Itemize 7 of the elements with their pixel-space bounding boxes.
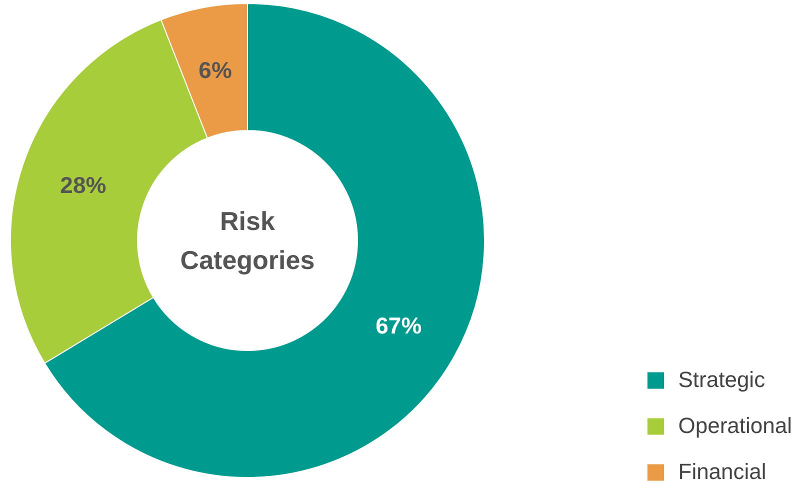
legend-label: Operational [678, 413, 792, 439]
data-label: 28% [60, 172, 106, 198]
legend-label: Financial [678, 459, 766, 485]
data-label: 6% [198, 57, 232, 84]
text: Risk Categories [180, 206, 315, 275]
data-label: 67% [376, 312, 422, 339]
legend-label: Strategic [678, 367, 766, 393]
